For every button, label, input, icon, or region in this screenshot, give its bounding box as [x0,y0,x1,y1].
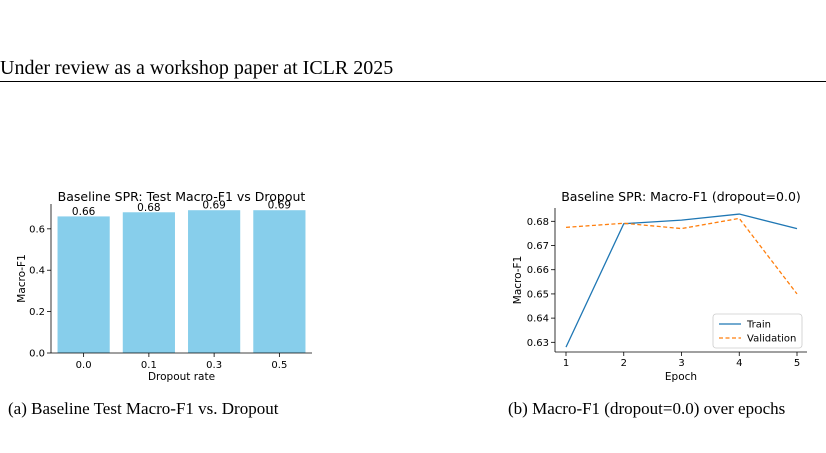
y-tick-label: 0.67 [527,241,549,252]
y-tick-label: 0.4 [29,266,45,277]
series-line-validation [565,217,798,295]
bar-value-label: 0.68 [137,202,160,214]
y-tick-label: 0.64 [527,314,549,325]
y-tick-label: 0.66 [527,265,549,276]
y-tick-label: 0.65 [527,289,549,300]
legend-label: Train [746,320,771,331]
bar [122,212,175,353]
x-axis-label: Epoch [665,371,697,383]
x-tick-label: 5 [794,358,800,369]
caption-a: (a) Baseline Test Macro-F1 vs. Dropout [8,399,279,418]
y-axis-label: Macro-F1 [16,254,28,302]
legend: Train Validation [712,313,803,349]
y-axis-label: Macro-F1 [512,256,524,304]
x-tick-label: 2 [621,358,627,369]
x-tick-label: 0.5 [271,360,287,371]
bar [57,216,110,353]
header-rule [0,81,826,82]
y-tick-label: 0.2 [29,307,45,318]
bar-chart-title: Baseline SPR: Test Macro-F1 vs Dropout [58,189,306,204]
bar [253,210,306,353]
bar-value-label: 0.69 [268,200,291,212]
bar-value-label: 0.69 [202,200,225,212]
x-tick-label: 1 [563,358,569,369]
caption-b: (b) Macro-F1 (dropout=0.0) over epochs [508,399,786,418]
x-tick-label: 0.1 [141,360,157,371]
x-tick-label: 0.0 [76,360,92,371]
x-tick-label: 4 [736,358,742,369]
x-tick-label: 0.3 [206,360,222,371]
bar [188,210,241,353]
y-tick-label: 0.6 [29,224,45,235]
y-tick-label: 0.68 [527,217,549,228]
y-tick-label: 0.0 [29,349,45,360]
legend-box [712,313,803,349]
legend-label: Validation [747,334,796,345]
bar-value-label: 0.66 [72,206,96,218]
x-axis-label: Dropout rate [148,371,215,383]
y-tick-label: 0.63 [527,338,549,349]
x-tick-label: 3 [678,358,684,369]
series-line-train [565,213,798,348]
line-chart-title: Baseline SPR: Macro-F1 (dropout=0.0) [561,189,801,204]
running-header: Under review as a workshop paper at ICLR… [0,57,394,79]
